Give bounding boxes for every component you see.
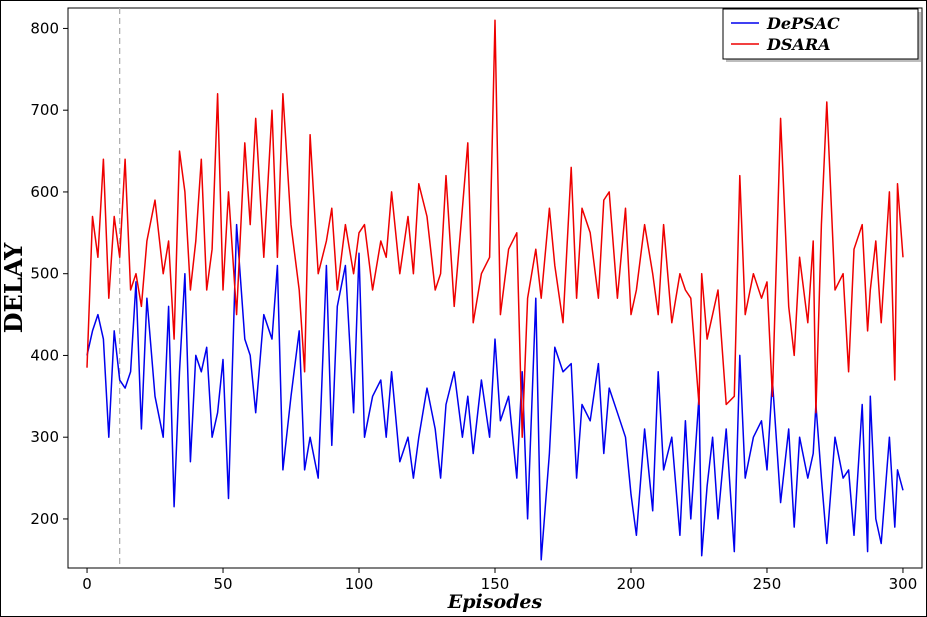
y-axis-title: DELAY bbox=[0, 242, 28, 333]
x-tick-label: 100 bbox=[345, 575, 374, 593]
y-tick-label: 200 bbox=[30, 510, 59, 528]
plot-border bbox=[67, 7, 923, 569]
y-tick-label: 800 bbox=[30, 19, 59, 37]
x-tick-label: 50 bbox=[213, 575, 232, 593]
x-tick-label: 200 bbox=[617, 575, 646, 593]
series-layer bbox=[86, 19, 904, 561]
x-axis-title: Episodes bbox=[447, 591, 543, 613]
y-tick-label: 400 bbox=[30, 346, 59, 364]
y-axis-ticks: 200 300 400 500 600 700 800 bbox=[30, 19, 68, 528]
legend-label-depsac: DePSAC bbox=[766, 14, 840, 33]
x-axis-ticks: 0 50 100 150 200 250 300 bbox=[82, 568, 917, 593]
x-tick-label: 250 bbox=[753, 575, 782, 593]
series-line-dsara bbox=[86, 19, 904, 438]
legend-items: DePSAC DSARA bbox=[731, 14, 840, 54]
y-tick-label: 300 bbox=[30, 428, 59, 446]
legend-label-dsara: DSARA bbox=[766, 35, 831, 54]
x-tick-label: 300 bbox=[889, 575, 918, 593]
plot-area bbox=[67, 7, 923, 569]
y-tick-label: 600 bbox=[30, 183, 59, 201]
y-tick-label: 700 bbox=[30, 101, 59, 119]
x-tick-label: 0 bbox=[82, 575, 92, 593]
legend-box bbox=[722, 8, 919, 60]
series-line-depsac bbox=[86, 223, 904, 561]
y-tick-label: 500 bbox=[30, 265, 59, 283]
legend: DePSAC DSARA bbox=[722, 8, 921, 62]
x-tick-label: 150 bbox=[481, 575, 510, 593]
